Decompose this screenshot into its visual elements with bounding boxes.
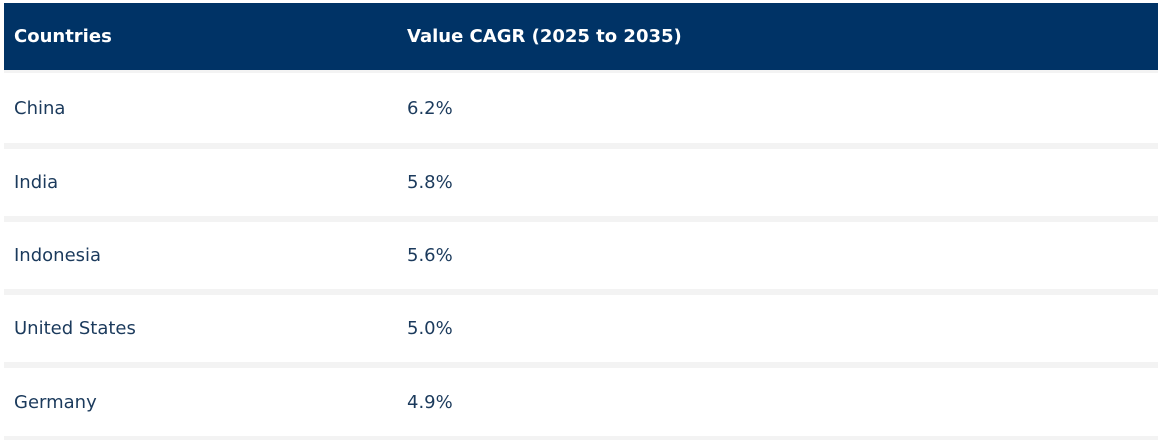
cagr-table: Countries Value CAGR (2025 to 2035) Chin… [4,3,1158,440]
country-cell: United States [14,318,136,339]
cagr-cell: 5.6% [407,245,453,266]
cagr-cell: 5.0% [407,318,453,339]
country-cell: India [14,172,59,193]
table-row: India 5.8% [4,149,1158,216]
country-cell: China [14,97,66,119]
table-row: United States 5.0% [4,295,1158,362]
header-value-cagr: Value CAGR (2025 to 2035) [407,26,682,47]
cagr-cell: 5.8% [407,172,453,193]
cagr-cell: 6.2% [407,97,453,119]
table-header-row: Countries Value CAGR (2025 to 2035) [4,3,1158,70]
table-row: Indonesia 5.6% [4,222,1158,289]
cagr-cell: 4.9% [407,391,453,413]
country-cell: Germany [14,391,97,413]
table-row: China 6.2% [4,73,1158,143]
table-row: Germany 4.9% [4,368,1158,436]
header-countries: Countries [14,26,112,47]
country-cell: Indonesia [14,245,102,266]
